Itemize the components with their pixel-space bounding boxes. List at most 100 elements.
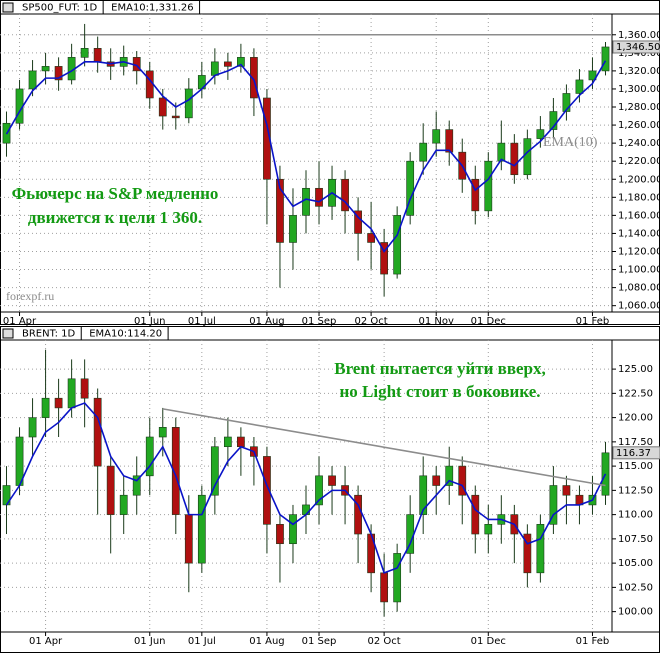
y-tick-label: 1,180.00 (618, 192, 660, 203)
candle-body (302, 504, 310, 515)
annotation: но Light стоит в боковике. (339, 382, 540, 401)
x-tick-label: 01 Dec (471, 636, 506, 647)
y-tick-label: 102.50 (618, 582, 653, 593)
candle-body (171, 115, 180, 119)
series-label: BRENT: 1D (22, 329, 76, 340)
ema-line (5, 402, 607, 574)
candle-body (158, 97, 167, 117)
annotation: EMA(10) (543, 135, 598, 150)
candle-body (393, 215, 402, 275)
y-tick-label: 120.00 (618, 413, 653, 424)
candle-body (367, 233, 375, 243)
candle-body (393, 553, 402, 603)
y-tick-label: 1,120.00 (618, 246, 660, 257)
candle-body (523, 138, 532, 176)
y-tick-label: 110.00 (618, 510, 653, 521)
series-label: SP500_FUT: 1D (22, 3, 97, 14)
candle-body (445, 465, 454, 486)
y-tick-label: 1,140.00 (618, 228, 660, 239)
candle-body (41, 66, 50, 72)
last-price-label: 1,346.50 (616, 42, 660, 53)
candle-body (223, 61, 232, 67)
candle-body (54, 397, 63, 409)
x-tick-label: 01 Jul (188, 316, 216, 327)
candle-body (237, 57, 245, 67)
annotation: движется к цели 1 360. (28, 208, 202, 227)
x-tick-label: 01 Sep (302, 636, 337, 647)
x-tick-label: 01 Jun (134, 636, 166, 647)
candle-body (171, 427, 180, 515)
candle-body (510, 142, 519, 176)
candle-body (67, 378, 76, 409)
y-tick-label: 1,200.00 (618, 174, 660, 185)
candle-body (458, 465, 467, 496)
candle-body (184, 88, 193, 119)
candle-body (432, 129, 441, 144)
candle-body (419, 475, 428, 515)
candle-body (497, 142, 506, 162)
x-tick-label: 02 Oct (355, 316, 388, 327)
y-tick-label: 115.00 (618, 461, 653, 472)
y-tick-label: 125.00 (618, 364, 653, 375)
candle-body (484, 524, 493, 535)
series-label: EMA10:1,331.26 (111, 3, 193, 14)
candle-body (432, 475, 441, 486)
y-tick-label: 1,100.00 (618, 265, 660, 276)
x-tick-label: 01 Aug (249, 636, 284, 647)
y-tick-label: 1,240.00 (618, 138, 660, 149)
candle-body (380, 242, 389, 275)
candle-body (302, 187, 310, 216)
candle-body (588, 70, 597, 81)
candle-body (276, 524, 284, 545)
y-tick-label: 1,300.00 (618, 84, 660, 95)
y-tick-label: 105.00 (618, 558, 653, 569)
y-tick-label: 107.50 (618, 534, 653, 545)
header-icon (2, 2, 14, 13)
candle-body (289, 215, 297, 243)
trend-line (162, 408, 606, 487)
y-tick-label: 117.50 (618, 437, 653, 448)
candle-body (536, 129, 545, 139)
candle-body (145, 436, 154, 477)
y-tick-label: 1,080.00 (618, 283, 660, 294)
y-tick-label: 1,160.00 (618, 210, 660, 221)
candle-body (119, 494, 128, 515)
candle-body (250, 57, 258, 99)
x-tick-label: 01 Apr (29, 636, 63, 647)
x-tick-label: 01 Dec (471, 316, 506, 327)
candle-body (354, 210, 362, 234)
last-price-box (612, 40, 660, 54)
candle-body (237, 436, 245, 448)
y-tick-label: 1,280.00 (618, 102, 660, 113)
candle-body (223, 436, 232, 448)
candle-body (341, 178, 349, 212)
candle-body (210, 446, 219, 496)
candle-body (93, 397, 102, 467)
candle-body (210, 61, 219, 76)
candle-body (276, 178, 284, 243)
candle-body (93, 48, 102, 63)
x-tick-label: 01 Apr (3, 316, 37, 327)
candle-body (158, 427, 167, 438)
candle-body (80, 48, 89, 58)
candle-body (289, 514, 297, 545)
x-tick-label: 02 Oct (368, 636, 401, 647)
y-tick-label: 1,220.00 (618, 156, 660, 167)
annotation: Фьючерс на S&P медленно (12, 184, 219, 203)
y-tick-label: 1,360.00 (618, 30, 660, 41)
candle-body (536, 524, 545, 574)
candle-body (315, 187, 323, 207)
candle-body (132, 475, 141, 496)
candle-body (445, 129, 454, 153)
candle-body (54, 66, 63, 81)
candle-body (419, 142, 428, 162)
candle-body (106, 465, 115, 515)
candle-body (28, 417, 37, 438)
x-tick-label: 01 Nov (419, 316, 455, 327)
x-tick-label: 01 Feb (576, 316, 610, 327)
candle-body (263, 456, 271, 525)
y-tick-label: 1,320.00 (618, 66, 660, 77)
candle-body (601, 46, 610, 72)
